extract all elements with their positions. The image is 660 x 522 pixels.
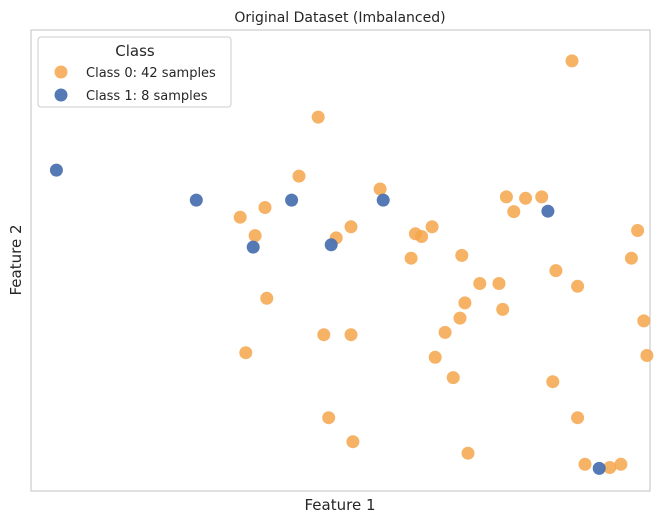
series-class-0 bbox=[233, 54, 654, 474]
point-class-0-34 bbox=[640, 349, 654, 362]
point-class-0-14 bbox=[631, 224, 645, 237]
point-class-1-3 bbox=[376, 193, 390, 207]
legend-marker-class-0 bbox=[54, 65, 68, 79]
point-class-0-41 bbox=[578, 457, 592, 471]
point-class-0-20 bbox=[549, 264, 563, 278]
legend-marker-class-1 bbox=[54, 88, 68, 102]
point-class-0-40 bbox=[461, 446, 475, 460]
point-class-0-22 bbox=[492, 277, 506, 290]
chart-title: Original Dataset (Imbalanced) bbox=[234, 10, 445, 26]
point-class-0-28 bbox=[637, 314, 651, 328]
point-class-0-10 bbox=[499, 190, 513, 204]
point-class-0-43 bbox=[603, 461, 617, 474]
legend-title: Class bbox=[115, 42, 155, 60]
legend-label-class-0: Class 0: 42 samples bbox=[86, 66, 216, 81]
point-class-0-12 bbox=[535, 190, 549, 204]
point-class-1-6 bbox=[324, 238, 338, 252]
point-class-0-8 bbox=[425, 220, 439, 234]
point-class-0-29 bbox=[317, 328, 331, 342]
point-class-0-2 bbox=[292, 169, 306, 183]
point-class-1-4 bbox=[541, 204, 555, 218]
point-class-1-1 bbox=[189, 193, 203, 207]
point-class-0-30 bbox=[344, 328, 358, 342]
point-class-0-26 bbox=[496, 302, 510, 316]
point-class-1-5 bbox=[246, 240, 260, 254]
legend-label-class-1: Class 1: 8 samples bbox=[86, 89, 208, 104]
point-class-0-13 bbox=[507, 205, 521, 219]
point-class-0-0 bbox=[565, 54, 579, 68]
point-class-0-11 bbox=[519, 191, 533, 205]
point-class-0-16 bbox=[404, 251, 418, 265]
point-class-0-38 bbox=[571, 411, 585, 425]
series-class-1 bbox=[49, 163, 606, 475]
point-class-0-5 bbox=[233, 210, 247, 224]
point-class-0-39 bbox=[346, 435, 360, 449]
point-class-0-42 bbox=[614, 457, 628, 471]
x-axis-label: Feature 1 bbox=[305, 496, 376, 514]
point-class-0-24 bbox=[260, 291, 274, 305]
legend-box bbox=[37, 36, 232, 108]
point-class-0-4 bbox=[258, 201, 272, 214]
point-class-0-3 bbox=[373, 182, 387, 196]
point-class-0-18 bbox=[624, 251, 638, 265]
point-class-0-6 bbox=[344, 220, 358, 234]
point-class-0-33 bbox=[428, 350, 442, 364]
point-class-1-2 bbox=[285, 193, 299, 207]
point-class-0-15 bbox=[408, 227, 422, 241]
point-class-0-37 bbox=[322, 411, 336, 425]
point-class-1-7 bbox=[592, 461, 606, 475]
point-class-0-21 bbox=[473, 277, 487, 290]
point-class-0-23 bbox=[571, 279, 585, 293]
point-class-0-7 bbox=[248, 229, 262, 243]
point-class-0-27 bbox=[453, 311, 467, 325]
point-class-0-17 bbox=[455, 248, 469, 262]
point-class-0-35 bbox=[446, 371, 460, 385]
point-class-0-25 bbox=[458, 296, 472, 310]
point-class-0-36 bbox=[546, 375, 560, 389]
point-class-1-0 bbox=[49, 163, 63, 177]
point-class-0-1 bbox=[311, 110, 325, 124]
point-class-0-31 bbox=[438, 325, 452, 339]
y-axis-label: Feature 2 bbox=[7, 225, 25, 296]
legend: Class Class 0: 42 samples Class 1: 8 sam… bbox=[37, 36, 232, 108]
points-layer bbox=[49, 54, 654, 475]
point-class-0-32 bbox=[239, 346, 253, 360]
